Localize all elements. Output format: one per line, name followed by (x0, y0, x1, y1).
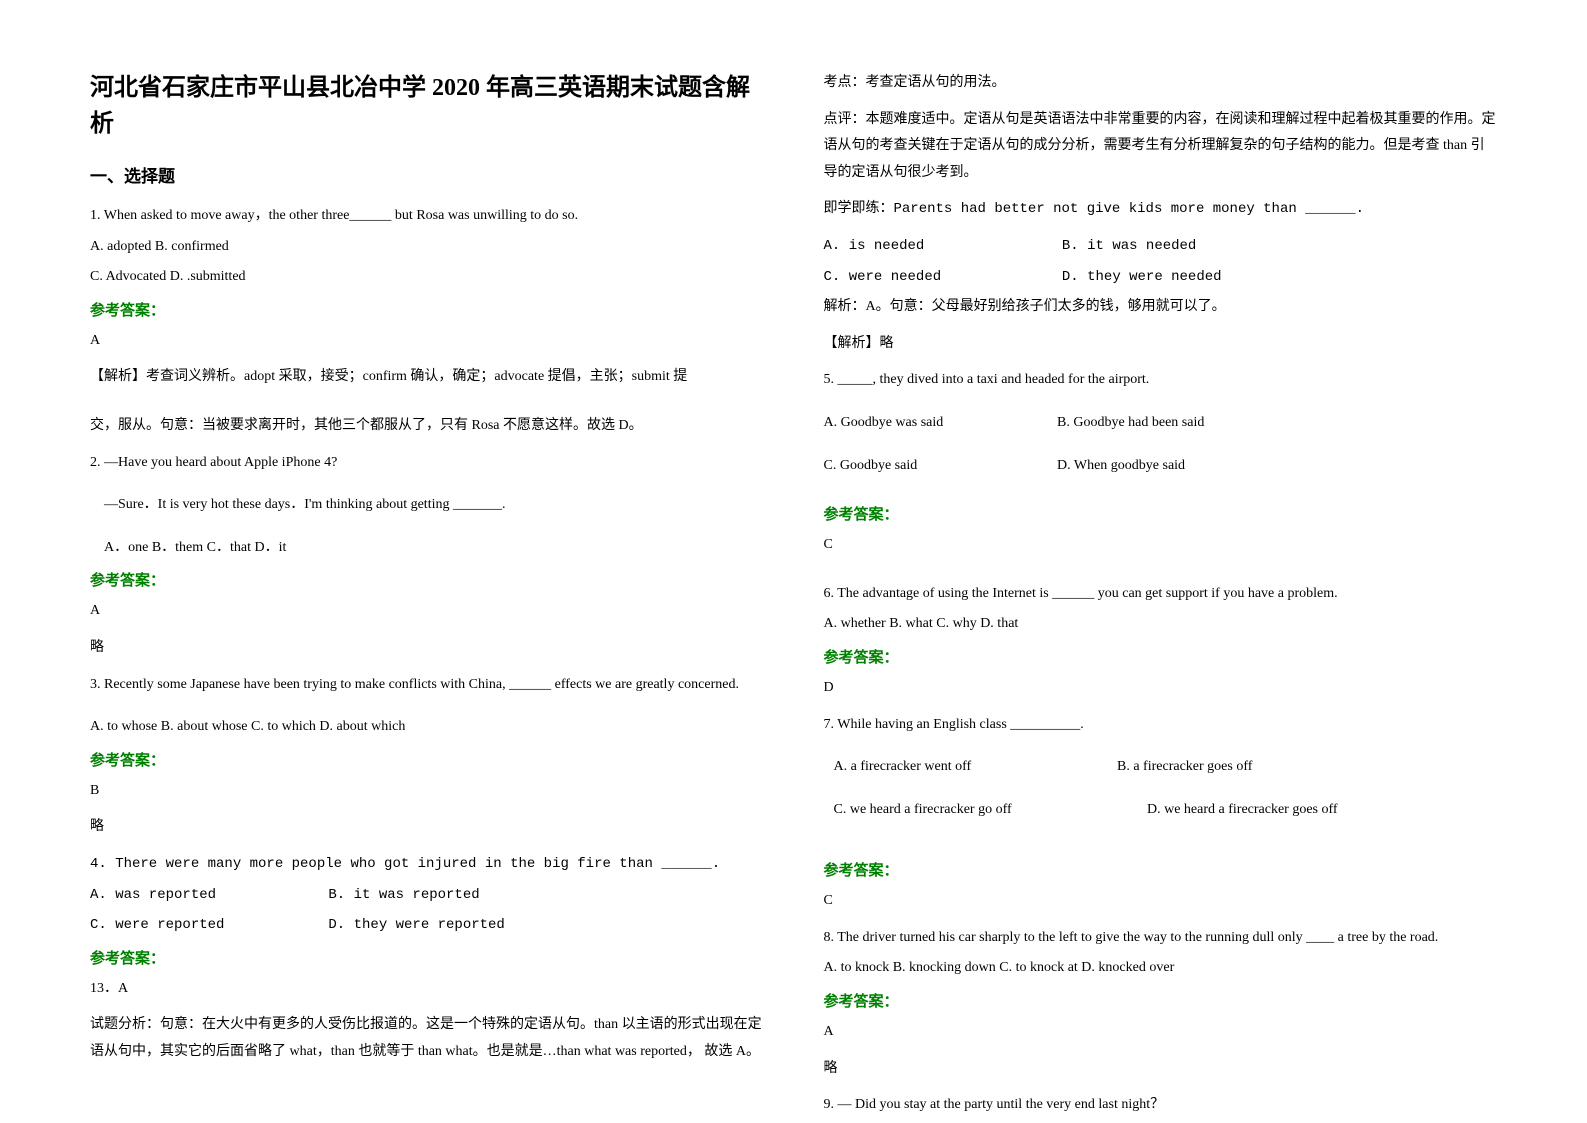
top-exp-6: 【解析】略 (824, 331, 1498, 358)
question-1: 1. When asked to move away，the other thr… (90, 203, 764, 230)
answer-label: 参考答案： (824, 859, 1498, 880)
q1-options-line2: C. Advocated D. .submitted (90, 264, 764, 291)
q2-explanation: 略 (90, 635, 764, 662)
q4-option-b: B. it was reported (328, 887, 479, 903)
answer-label: 参考答案： (824, 990, 1498, 1011)
top-option-a: A. is needed (824, 233, 1054, 260)
q8-explanation: 略 (824, 1056, 1498, 1083)
q3-explanation: 略 (90, 814, 764, 841)
q4-option-d: D. they were reported (328, 917, 504, 933)
question-5: 5. _____, they dived into a taxi and hea… (824, 367, 1498, 394)
q2-answer: A (90, 598, 764, 625)
question-9: 9. — Did you stay at the party until the… (824, 1092, 1498, 1119)
q3-options: A. to whose B. about whose C. to which D… (90, 714, 764, 741)
document-title: 河北省石家庄市平山县北冶中学 2020 年高三英语期末试题含解析 (90, 70, 764, 142)
q4-option-a: A. was reported (90, 882, 320, 909)
top-options-row1: A. is needed B. it was needed (824, 233, 1498, 260)
q7-option-c: C. we heard a firecracker go off (824, 797, 1144, 824)
top-option-b: B. it was needed (1062, 238, 1196, 254)
q2-options: A．one B．them C．that D．it (90, 535, 764, 562)
q1-explanation-1: 【解析】考查词义辨析。adopt 采取，接受；confirm 确认，确定；adv… (90, 364, 764, 391)
answer-label: 参考答案： (824, 646, 1498, 667)
q7-answer: C (824, 888, 1498, 915)
q5-option-a: A. Goodbye was said (824, 410, 1054, 437)
left-column: 河北省石家庄市平山县北冶中学 2020 年高三英语期末试题含解析 一、选择题 1… (90, 70, 764, 1123)
q7-option-d: D. we heard a firecracker goes off (1147, 802, 1338, 817)
q3-answer: B (90, 778, 764, 805)
q1-options-line1: A. adopted B. confirmed (90, 234, 764, 261)
answer-label: 参考答案： (824, 503, 1498, 524)
q4-answer: 13．A (90, 976, 764, 1003)
q5-option-b: B. Goodbye had been said (1057, 415, 1204, 430)
question-6: 6. The advantage of using the Internet i… (824, 581, 1498, 608)
question-3: 3. Recently some Japanese have been tryi… (90, 672, 764, 699)
q1-explanation-2: 交，服从。句意：当被要求离开时，其他三个都服从了，只有 Rosa 不愿意这样。故… (90, 413, 764, 440)
q5-option-c: C. Goodbye said (824, 453, 1054, 480)
question-8: 8. The driver turned his car sharply to … (824, 925, 1498, 952)
q7-option-a: A. a firecracker went off (824, 754, 1114, 781)
q4-explanation: 试题分析：句意：在大火中有更多的人受伤比报道的。这是一个特殊的定语从句。than… (90, 1012, 764, 1065)
section-header: 一、选择题 (90, 162, 764, 187)
question-2-line2: —Sure．It is very hot these days．I'm thin… (90, 492, 764, 519)
q4-option-c: C. were reported (90, 912, 320, 939)
q5-options-row1: A. Goodbye was said B. Goodbye had been … (824, 410, 1498, 437)
q7-option-b: B. a firecracker goes off (1117, 759, 1252, 774)
q7-options-row1: A. a firecracker went off B. a firecrack… (824, 754, 1498, 781)
q7-options-row2: C. we heard a firecracker go off D. we h… (824, 797, 1498, 824)
top-option-c: C. were needed (824, 264, 1054, 291)
right-column: 考点：考查定语从句的用法。 点评：本题难度适中。定语从句是英语语法中非常重要的内… (824, 70, 1498, 1123)
q4-options-row2: C. were reported D. they were reported (90, 912, 764, 939)
q1-answer: A (90, 328, 764, 355)
top-option-d: D. they were needed (1062, 269, 1222, 285)
top-options-row2: C. were needed D. they were needed (824, 264, 1498, 291)
answer-label: 参考答案： (90, 947, 764, 968)
answer-label: 参考答案： (90, 749, 764, 770)
top-exp-5: 解析：A。句意：父母最好别给孩子们太多的钱，够用就可以了。 (824, 294, 1498, 321)
top-exp-2: 点评：本题难度适中。定语从句是英语语法中非常重要的内容，在阅读和理解过程中起着极… (824, 107, 1498, 187)
top-exp-1: 考点：考查定语从句的用法。 (824, 70, 1498, 97)
q8-answer: A (824, 1019, 1498, 1046)
answer-label: 参考答案： (90, 299, 764, 320)
answer-label: 参考答案： (90, 569, 764, 590)
q5-option-d: D. When goodbye said (1057, 458, 1185, 473)
question-4: 4. There were many more people who got i… (90, 851, 764, 878)
q5-answer: C (824, 532, 1498, 559)
q6-answer: D (824, 675, 1498, 702)
q6-options: A. whether B. what C. why D. that (824, 611, 1498, 638)
q8-options: A. to knock B. knocking down C. to knock… (824, 955, 1498, 982)
q5-options-row2: C. Goodbye said D. When goodbye said (824, 453, 1498, 480)
question-7: 7. While having an English class _______… (824, 712, 1498, 739)
q4-options-row1: A. was reported B. it was reported (90, 882, 764, 909)
question-2: 2. —Have you heard about Apple iPhone 4? (90, 450, 764, 477)
top-exp-3: 即学即练：Parents had better not give kids mo… (824, 196, 1498, 223)
